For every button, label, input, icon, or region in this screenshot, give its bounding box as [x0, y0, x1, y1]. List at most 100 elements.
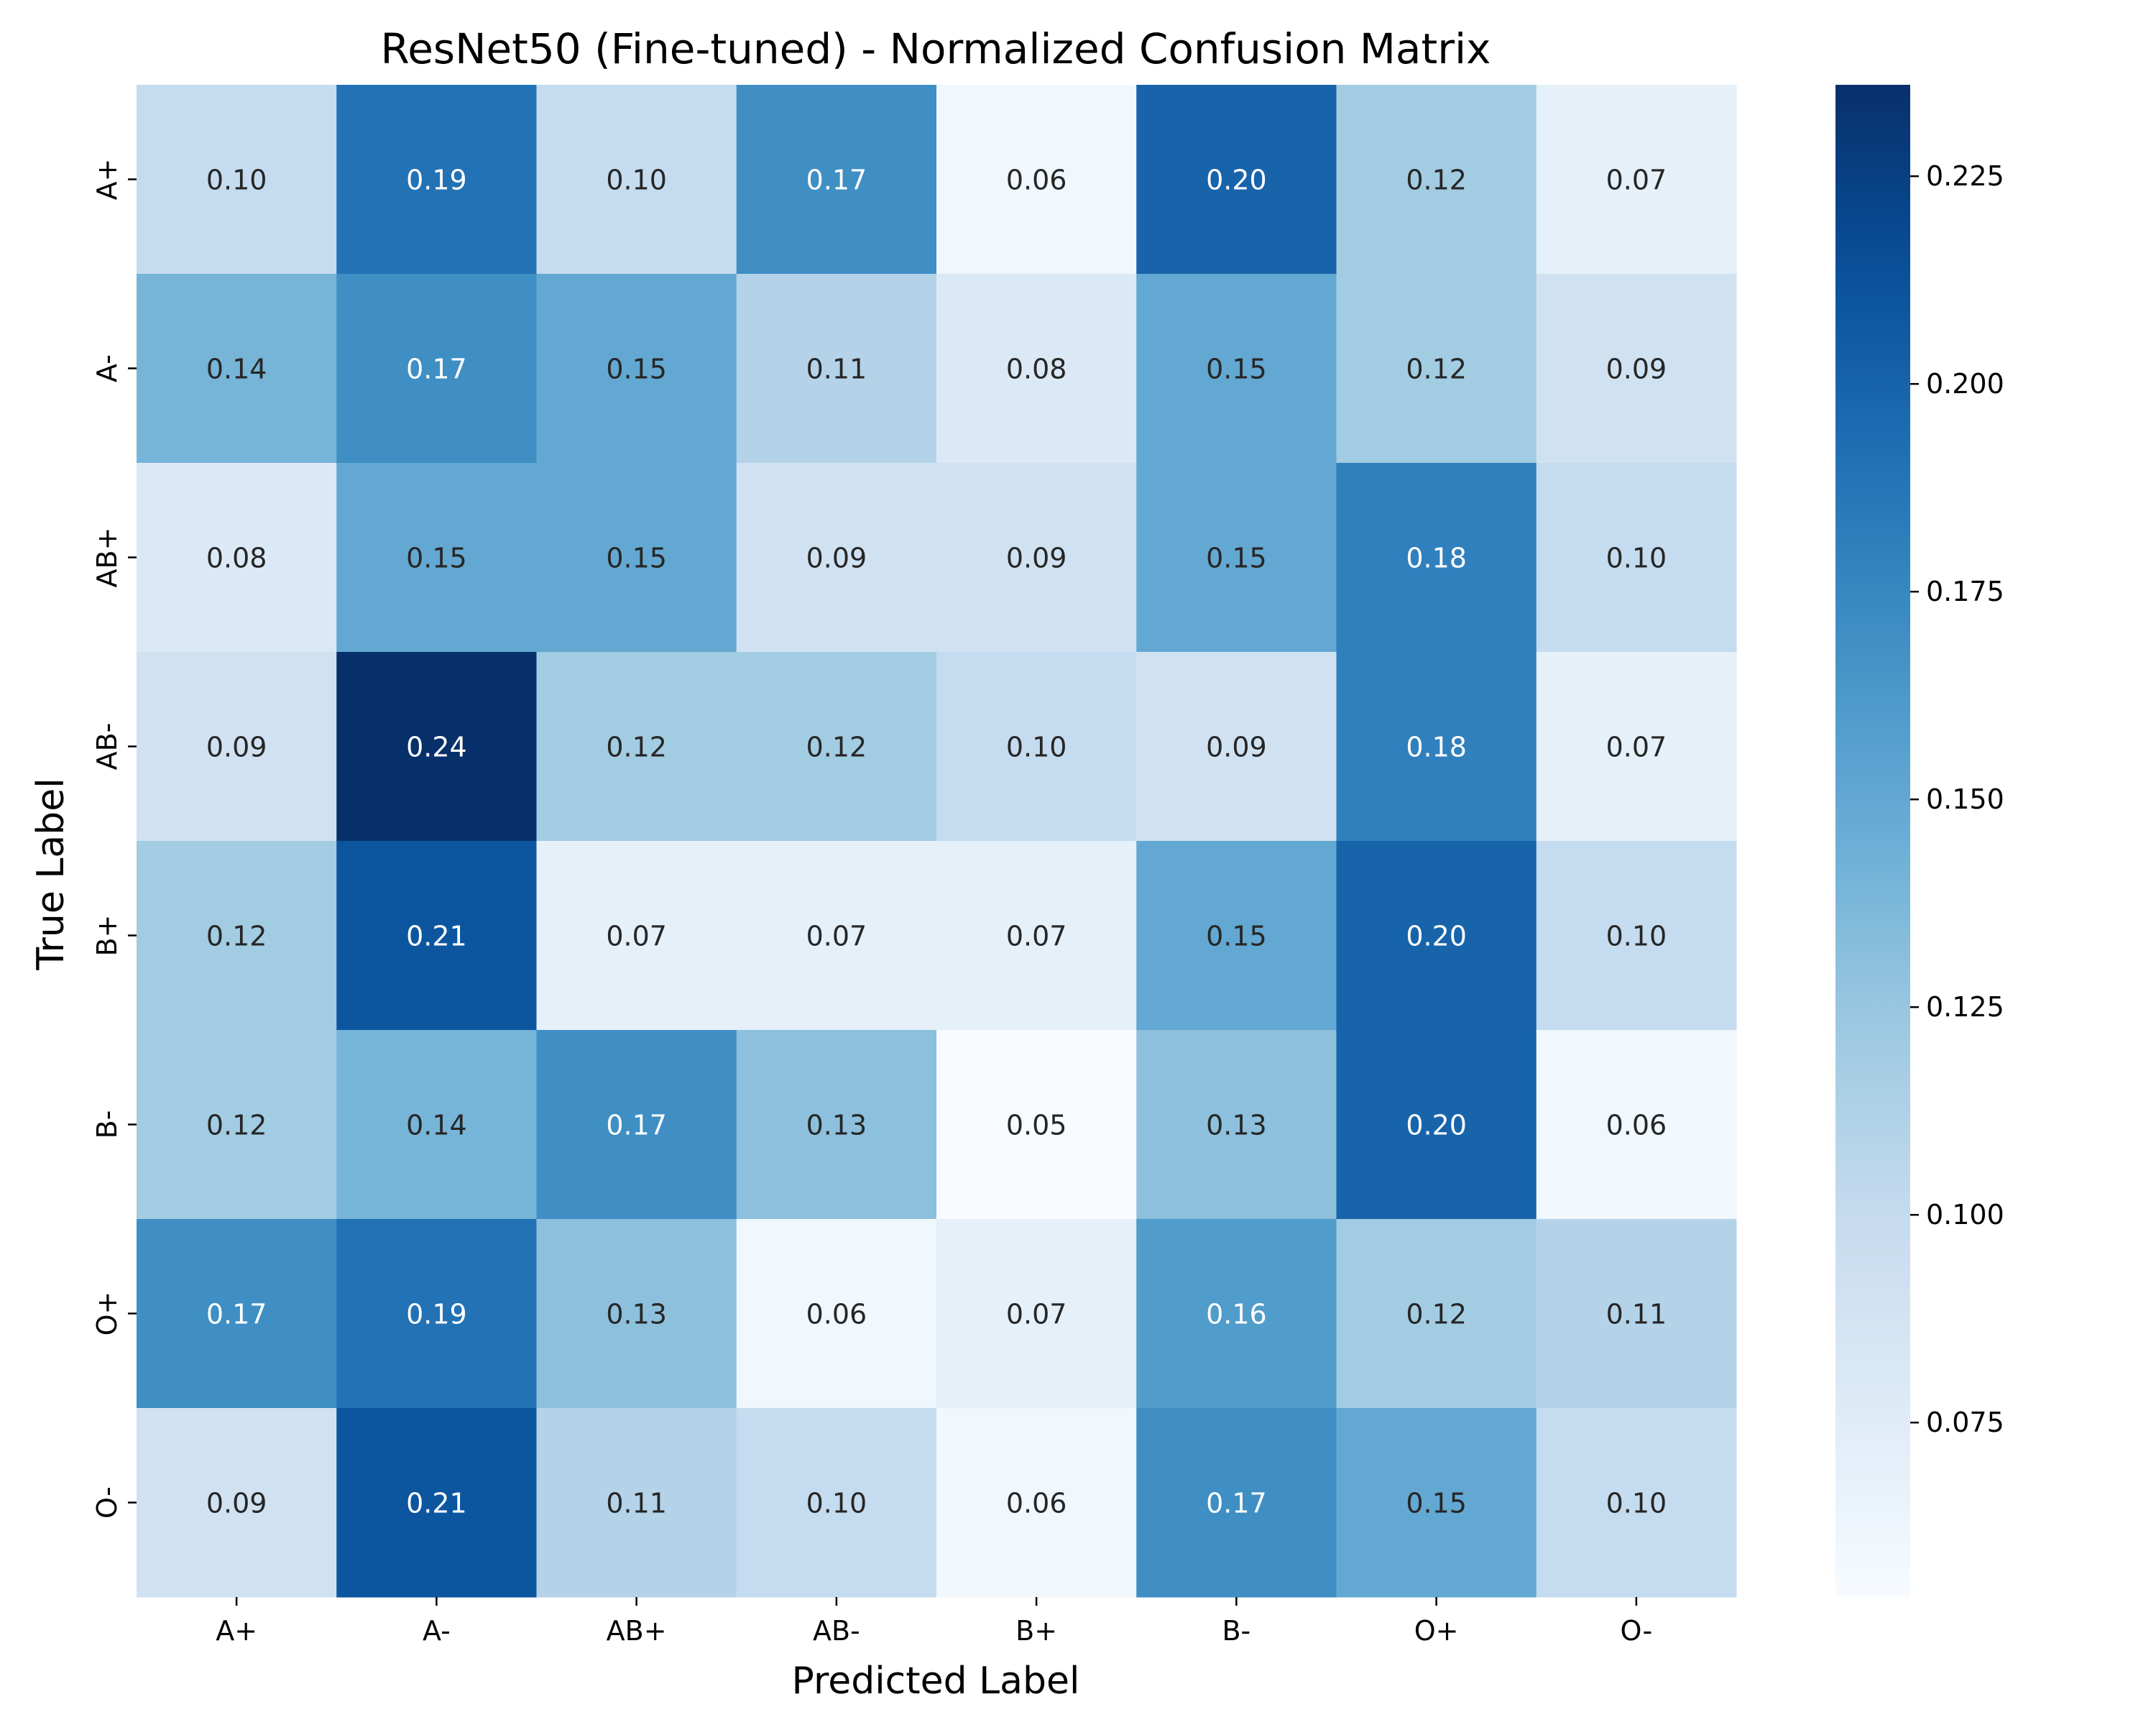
cell-value-label: 0.10 — [606, 165, 667, 196]
heatmap-cell — [736, 1030, 937, 1220]
cell-value-label: 0.09 — [206, 1488, 267, 1519]
heatmap-cell — [1536, 1030, 1737, 1220]
heatmap-cell — [936, 463, 1137, 653]
heatmap-cell — [1536, 85, 1737, 275]
heatmap-cell — [1136, 85, 1337, 275]
colorbar-tick-label: 0.175 — [1926, 576, 2004, 607]
heatmap-cell — [137, 1408, 337, 1598]
heatmap-cell — [536, 652, 737, 842]
y-tick-label: B+ — [91, 915, 123, 957]
cell-value-label: 0.20 — [1406, 921, 1467, 952]
cell-value-label: 0.09 — [1206, 732, 1267, 763]
heatmap-cell — [137, 463, 337, 653]
cell-value-label: 0.13 — [806, 1110, 867, 1141]
cell-value-label: 0.15 — [1206, 543, 1267, 574]
cell-value-label: 0.15 — [406, 543, 467, 574]
heatmap-cell — [736, 1219, 937, 1409]
heatmap-cell — [336, 1219, 537, 1409]
heatmap-cell — [536, 85, 737, 275]
heatmap-cell — [1136, 841, 1337, 1031]
colorbar-tick-label: 0.100 — [1926, 1199, 2004, 1230]
cell-value-label: 0.15 — [606, 543, 667, 574]
cell-value-label: 0.21 — [406, 921, 467, 952]
cell-value-label: 0.12 — [206, 921, 267, 952]
cell-value-label: 0.09 — [806, 543, 867, 574]
cell-value-label: 0.14 — [406, 1110, 467, 1141]
cell-value-label: 0.12 — [206, 1110, 267, 1141]
cell-value-label: 0.19 — [406, 165, 467, 196]
colorbar-tick-label: 0.150 — [1926, 783, 2004, 815]
y-axis-label: True Label — [29, 778, 73, 970]
cell-value-label: 0.17 — [206, 1299, 267, 1330]
heatmap-cell — [137, 1030, 337, 1220]
heatmap-cells — [137, 85, 1737, 1598]
x-axis: A+ A- AB+ AB- B+ B- O+ O- — [216, 1597, 1652, 1647]
cell-value-label: 0.11 — [606, 1488, 667, 1519]
heatmap-cell — [936, 85, 1137, 275]
cell-value-label: 0.18 — [1406, 543, 1467, 574]
cell-value-label: 0.12 — [1406, 1299, 1467, 1330]
heatmap-cell — [1136, 1219, 1337, 1409]
cell-value-label: 0.19 — [406, 1299, 467, 1330]
cell-value-label: 0.12 — [1406, 354, 1467, 385]
cell-value-label: 0.13 — [606, 1299, 667, 1330]
heatmap-cell — [1336, 1408, 1537, 1598]
cell-value-label: 0.20 — [1206, 165, 1267, 196]
cell-value-label: 0.07 — [1606, 732, 1667, 763]
cell-value-label: 0.18 — [1406, 732, 1467, 763]
cell-value-label: 0.09 — [206, 732, 267, 763]
cell-value-label: 0.06 — [806, 1299, 867, 1330]
heatmap-cell — [936, 1030, 1137, 1220]
cell-value-label: 0.10 — [1606, 543, 1667, 574]
cell-value-label: 0.15 — [606, 354, 667, 385]
heatmap-cell — [1336, 1219, 1537, 1409]
x-tick-label: AB- — [813, 1615, 860, 1647]
heatmap-cell — [736, 1408, 937, 1598]
heatmap-cell — [1136, 652, 1337, 842]
x-tick-label: A- — [423, 1615, 451, 1647]
cell-value-label: 0.24 — [406, 732, 467, 763]
y-tick-label: AB+ — [91, 528, 123, 588]
heatmap-cell — [536, 1219, 737, 1409]
heatmap-cell — [1336, 274, 1537, 464]
cell-value-label: 0.20 — [1406, 1110, 1467, 1141]
heatmap-cell — [137, 1219, 337, 1409]
y-tick-label: O+ — [91, 1292, 123, 1336]
cell-value-label: 0.08 — [206, 543, 267, 574]
heatmap-cell — [1536, 274, 1737, 464]
colorbar: 0.075 0.100 0.125 0.150 0.175 0.200 0.225 — [1835, 85, 2004, 1597]
heatmap-cell — [1336, 85, 1537, 275]
heatmap-cell — [1136, 463, 1337, 653]
y-tick-label: AB- — [91, 723, 123, 770]
cell-value-label: 0.10 — [806, 1488, 867, 1519]
heatmap-cell — [137, 652, 337, 842]
heatmap-cell — [736, 841, 937, 1031]
heatmap-cell-labels: 0.10 0.19 0.10 0.17 0.06 0.20 0.12 0.07 0.14 0.17… — [206, 165, 1667, 1519]
cell-value-label: 0.17 — [406, 354, 467, 385]
cell-value-label: 0.07 — [806, 921, 867, 952]
cell-value-label: 0.12 — [806, 732, 867, 763]
heatmap-cell — [736, 274, 937, 464]
cell-value-label: 0.07 — [606, 921, 667, 952]
y-tick-label: A- — [91, 354, 123, 382]
cell-value-label: 0.05 — [1006, 1110, 1067, 1141]
cell-value-label: 0.11 — [1606, 1299, 1667, 1330]
heatmap-cell — [1536, 1408, 1737, 1598]
heatmap-cell — [336, 274, 537, 464]
heatmap-cell — [1536, 652, 1737, 842]
colorbar-tick-label: 0.125 — [1926, 991, 2004, 1023]
y-tick-label: B- — [91, 1110, 123, 1139]
cell-value-label: 0.12 — [1406, 165, 1467, 196]
cell-value-label: 0.14 — [206, 354, 267, 385]
heatmap-cell — [1536, 463, 1737, 653]
cell-value-label: 0.15 — [1206, 354, 1267, 385]
heatmap-cell — [1536, 841, 1737, 1031]
heatmap-cell — [336, 1030, 537, 1220]
heatmap-cell — [536, 841, 737, 1031]
cell-value-label: 0.13 — [1206, 1110, 1267, 1141]
y-tick-label: A+ — [91, 159, 123, 201]
heatmap-cell — [936, 1408, 1137, 1598]
cell-value-label: 0.10 — [1606, 921, 1667, 952]
